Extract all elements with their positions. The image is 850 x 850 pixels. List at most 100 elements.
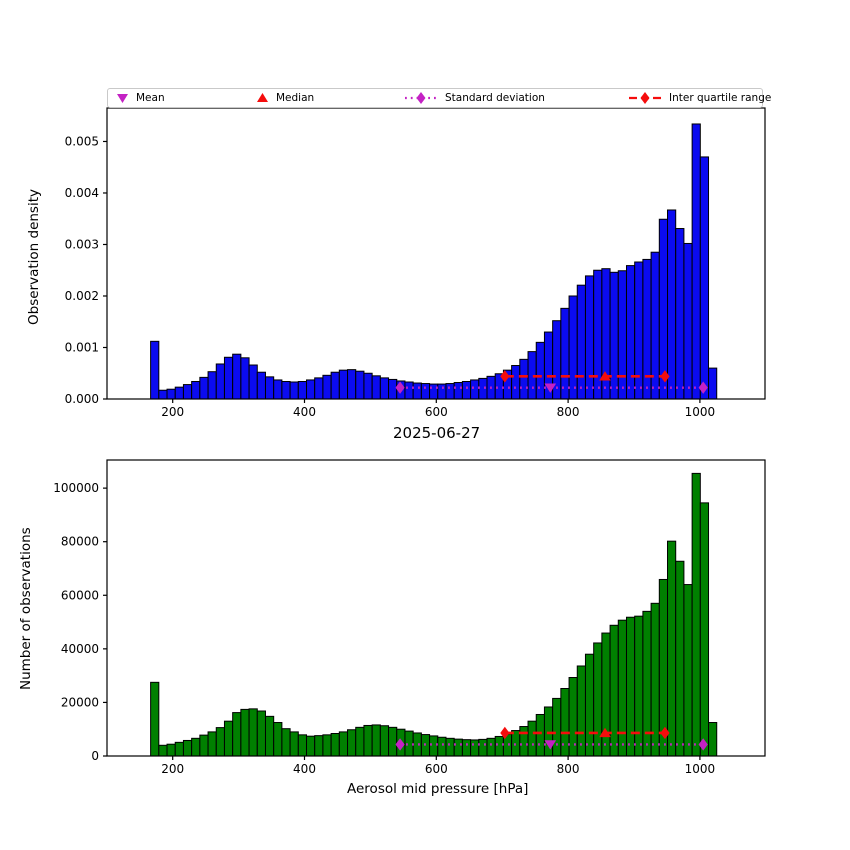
y-tick-label: 0.000: [65, 392, 99, 406]
std-deviation-diamond-dotted-icon: [405, 92, 437, 104]
y-tick-label: 20000: [61, 695, 99, 709]
histogram-bar: [535, 713, 545, 757]
histogram-bar: [625, 616, 636, 757]
y-tick-label: 0.004: [65, 186, 99, 200]
histogram-bar: [215, 363, 225, 400]
legend-label-iqr: Inter quartile range: [669, 92, 772, 104]
histogram-bar: [625, 265, 636, 400]
histogram-bar: [667, 540, 677, 757]
histogram-bar: [150, 340, 160, 400]
histogram-bar: [355, 370, 365, 400]
legend-entry-std: Standard deviation: [404, 89, 545, 107]
histogram-bar: [207, 371, 217, 400]
iqr-right-diamond: [660, 370, 670, 383]
histogram-bar: [182, 384, 193, 400]
histogram-bar: [363, 372, 373, 400]
legend-entry-iqr: Inter quartile range: [628, 89, 771, 107]
histogram-bar: [437, 383, 447, 400]
histogram-bar: [199, 734, 209, 757]
histogram-bar: [609, 271, 619, 400]
x-tick-label: 400: [293, 762, 316, 776]
histogram-bar: [248, 364, 258, 400]
histogram-bar: [494, 735, 504, 757]
histogram-bar: [609, 624, 619, 757]
histogram-bar: [699, 156, 710, 400]
histogram-bar: [314, 735, 324, 757]
histogram-bar: [379, 377, 390, 400]
histogram-bar: [322, 734, 332, 757]
histogram-bar: [486, 737, 496, 757]
histogram-bar: [223, 356, 234, 400]
histogram-bar: [519, 726, 529, 757]
x-tick-label: 400: [293, 405, 316, 419]
x-tick-label: 600: [425, 762, 448, 776]
histogram-bar: [601, 632, 611, 757]
histogram-bar: [158, 389, 168, 400]
histogram-bar: [264, 376, 275, 400]
histogram-bar: [708, 367, 718, 400]
std-deviation-right-diamond: [698, 381, 708, 394]
histogram-bar: [437, 736, 447, 757]
histogram-bar: [166, 388, 176, 400]
histogram-bar: [445, 737, 455, 757]
histogram-bar: [667, 209, 677, 400]
histogram-bar: [223, 720, 234, 757]
histogram-bar: [634, 261, 644, 400]
x-tick-label: 1000: [685, 762, 716, 776]
histogram-bar: [593, 642, 603, 757]
histogram-bar: [568, 677, 578, 757]
histogram-bar: [306, 735, 316, 757]
histogram-bar: [675, 560, 685, 757]
top-y-axis-label: Observation density: [26, 189, 42, 325]
histogram-bar: [371, 724, 381, 757]
histogram-bar: [511, 730, 521, 757]
iqr-diamond-dashed-icon: [629, 92, 661, 104]
histogram-bar: [420, 383, 431, 400]
histogram-bar: [306, 379, 316, 400]
y-tick-label: 0.003: [65, 237, 99, 251]
histogram-bar: [191, 380, 201, 400]
median-marker: [599, 727, 611, 738]
legend-entry-median: Median: [256, 89, 314, 107]
y-tick-label: 40000: [61, 642, 99, 656]
y-tick-label: 100000: [53, 481, 99, 495]
histogram-bar: [699, 502, 710, 757]
histogram-bar: [560, 307, 570, 400]
histogram-bar: [412, 382, 422, 400]
histogram-bar: [453, 382, 463, 400]
histogram-bar: [182, 739, 193, 757]
histogram-bar: [642, 610, 652, 757]
plot-title: 2025-06-27: [393, 424, 481, 442]
histogram-bar: [347, 729, 357, 757]
x-tick-label: 200: [161, 762, 184, 776]
std-deviation-right-diamond: [698, 738, 708, 751]
histogram-bar: [576, 665, 586, 757]
histogram-bar: [429, 383, 439, 400]
histogram-bar: [461, 380, 472, 400]
histogram-bar: [174, 386, 184, 400]
histogram-bar: [232, 712, 242, 757]
histogram-bar: [338, 731, 349, 757]
histogram-bar: [388, 726, 398, 757]
histogram-bar: [470, 379, 480, 400]
histogram-bar: [322, 374, 332, 400]
histogram-bar: [273, 379, 283, 400]
histogram-bar: [511, 365, 521, 400]
histogram-bar: [232, 353, 242, 400]
iqr-left-diamond: [500, 726, 510, 740]
y-tick-label: 0.005: [65, 134, 99, 148]
histogram-bar: [404, 381, 414, 400]
iqr-left-diamond: [500, 370, 510, 383]
histogram-bar: [568, 295, 578, 400]
x-axis-label: Aerosol mid pressure [hPa]: [347, 781, 529, 797]
histogram-bar: [552, 697, 562, 757]
legend: Mean Median Standard deviation Inter qua…: [107, 88, 771, 108]
legend-entry-mean: Mean: [116, 89, 165, 107]
histogram-bar: [240, 357, 250, 400]
histogram-bar: [535, 341, 545, 400]
histogram-bar: [297, 380, 308, 400]
x-tick-label: 800: [557, 762, 580, 776]
x-tick-label: 1000: [685, 405, 716, 419]
x-tick-label: 800: [557, 405, 580, 419]
